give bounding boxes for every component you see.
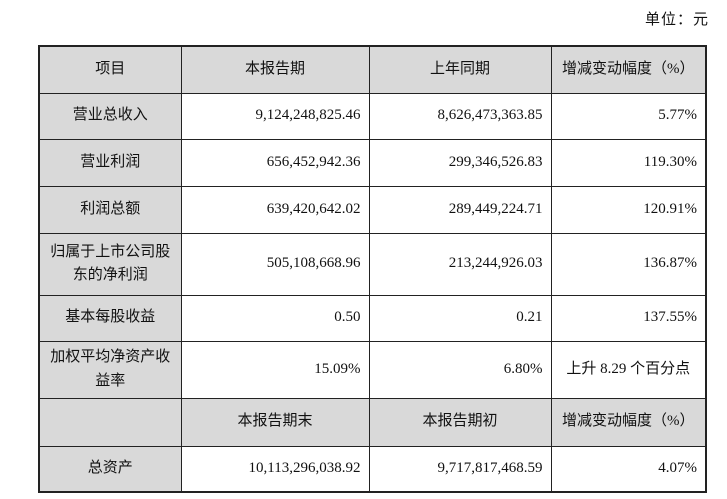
prior-value-cell: 0.21 (368, 294, 552, 342)
row-label-cell: 基本每股收益 (38, 294, 182, 342)
prior-value-cell: 8,626,473,363.85 (368, 92, 552, 140)
table-header-row-period: 项目 本报告期 上年同期 增减变动幅度（%） (38, 45, 707, 94)
table-row-total-profit: 利润总额 639,420,642.02 289,449,224.71 120.9… (38, 185, 707, 234)
table-row-operating-profit: 营业利润 656,452,942.36 299,346,526.83 119.3… (38, 138, 707, 187)
row-label-cell: 加权平均净资产收益率 (38, 340, 182, 399)
financial-highlights-table: 项目 本报告期 上年同期 增减变动幅度（%） 营业总收入 9,124,248,8… (38, 45, 707, 493)
change-value-cell: 120.91% (550, 185, 707, 234)
row-label-cell: 营业总收入 (38, 92, 182, 140)
current-value-cell: 505,108,668.96 (180, 232, 370, 296)
row-label-cell: 总资产 (38, 445, 182, 493)
prior-value-cell: 6.80% (368, 340, 552, 399)
table-row-basic-eps: 基本每股收益 0.50 0.21 137.55% (38, 294, 707, 342)
header-cell-prior: 上年同期 (368, 45, 552, 94)
header-cell-current: 本报告期 (180, 45, 370, 94)
change-value-cell: 5.77% (550, 92, 707, 140)
change-value-cell: 上升 8.29 个百分点 (550, 340, 707, 399)
current-value-cell: 656,452,942.36 (180, 138, 370, 187)
change-value-cell: 137.55% (550, 294, 707, 342)
table-header-row-point: 本报告期末 本报告期初 增减变动幅度（%） (38, 397, 707, 447)
current-value-cell: 0.50 (180, 294, 370, 342)
table-row-net-profit-attributable: 归属于上市公司股东的净利润 505,108,668.96 213,244,926… (38, 232, 707, 296)
table-row-total-revenue: 营业总收入 9,124,248,825.46 8,626,473,363.85 … (38, 92, 707, 140)
header-cell-empty (38, 397, 182, 447)
table-row-weighted-avg-roe: 加权平均净资产收益率 15.09% 6.80% 上升 8.29 个百分点 (38, 340, 707, 399)
prior-value-cell: 289,449,224.71 (368, 185, 552, 234)
unit-label: 单位：元 (644, 12, 709, 28)
header-cell-period-begin: 本报告期初 (368, 397, 552, 447)
change-value-cell: 4.07% (550, 445, 707, 493)
current-value-cell: 15.09% (180, 340, 370, 399)
row-label-cell: 营业利润 (38, 138, 182, 187)
change-value-cell: 119.30% (550, 138, 707, 187)
prior-value-cell: 213,244,926.03 (368, 232, 552, 296)
header-cell-change: 增减变动幅度（%） (550, 397, 707, 447)
header-cell-period-end: 本报告期末 (180, 397, 370, 447)
row-label-cell: 利润总额 (38, 185, 182, 234)
header-cell-change: 增减变动幅度（%） (550, 45, 707, 94)
current-value-cell: 10,113,296,038.92 (180, 445, 370, 493)
current-value-cell: 9,124,248,825.46 (180, 92, 370, 140)
prior-value-cell: 9,717,817,468.59 (368, 445, 552, 493)
header-cell-item: 项目 (38, 45, 182, 94)
change-value-cell: 136.87% (550, 232, 707, 296)
table-row-total-assets: 总资产 10,113,296,038.92 9,717,817,468.59 4… (38, 445, 707, 493)
current-value-cell: 639,420,642.02 (180, 185, 370, 234)
prior-value-cell: 299,346,526.83 (368, 138, 552, 187)
row-label-cell: 归属于上市公司股东的净利润 (38, 232, 182, 296)
